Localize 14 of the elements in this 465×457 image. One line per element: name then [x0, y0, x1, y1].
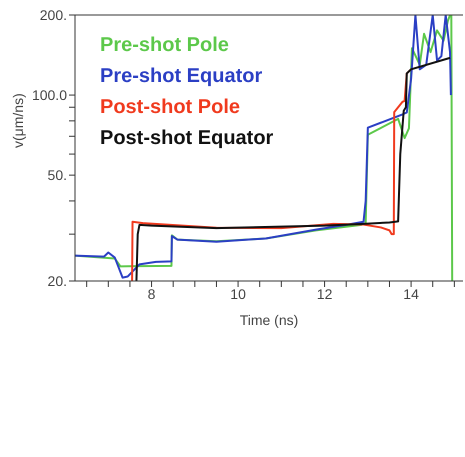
x-tick-label: 8: [148, 286, 156, 302]
y-axis-title: v(μm/ns): [10, 93, 26, 148]
text: Post-shot Equator: [100, 126, 274, 151]
y-tick-label: 50.: [48, 167, 67, 184]
y-tick-label: 20.: [48, 272, 67, 289]
text: Pre-shot Equator: [100, 64, 264, 89]
y-tick-label: 200.: [40, 6, 67, 23]
y-tick-label: 100.0: [32, 87, 68, 104]
text: Post-shot Pole: [100, 95, 242, 120]
x-axis-title: Time (ns): [240, 312, 298, 328]
x-tick-label: 10: [230, 286, 246, 302]
x-tick-label: 14: [403, 286, 420, 302]
text: Pre-shot Pole: [100, 33, 230, 58]
x-tick-label: 12: [316, 286, 333, 302]
